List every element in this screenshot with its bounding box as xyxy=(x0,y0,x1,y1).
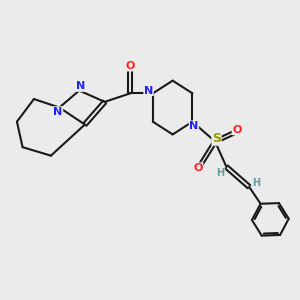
Text: H: H xyxy=(252,178,260,188)
Text: O: O xyxy=(194,163,203,173)
Text: H: H xyxy=(216,168,224,178)
Text: N: N xyxy=(76,81,85,91)
Text: O: O xyxy=(125,61,135,71)
Text: N: N xyxy=(189,121,199,131)
Text: N: N xyxy=(144,85,153,95)
Text: N: N xyxy=(53,107,63,117)
Text: S: S xyxy=(212,132,221,145)
Text: O: O xyxy=(232,124,242,135)
